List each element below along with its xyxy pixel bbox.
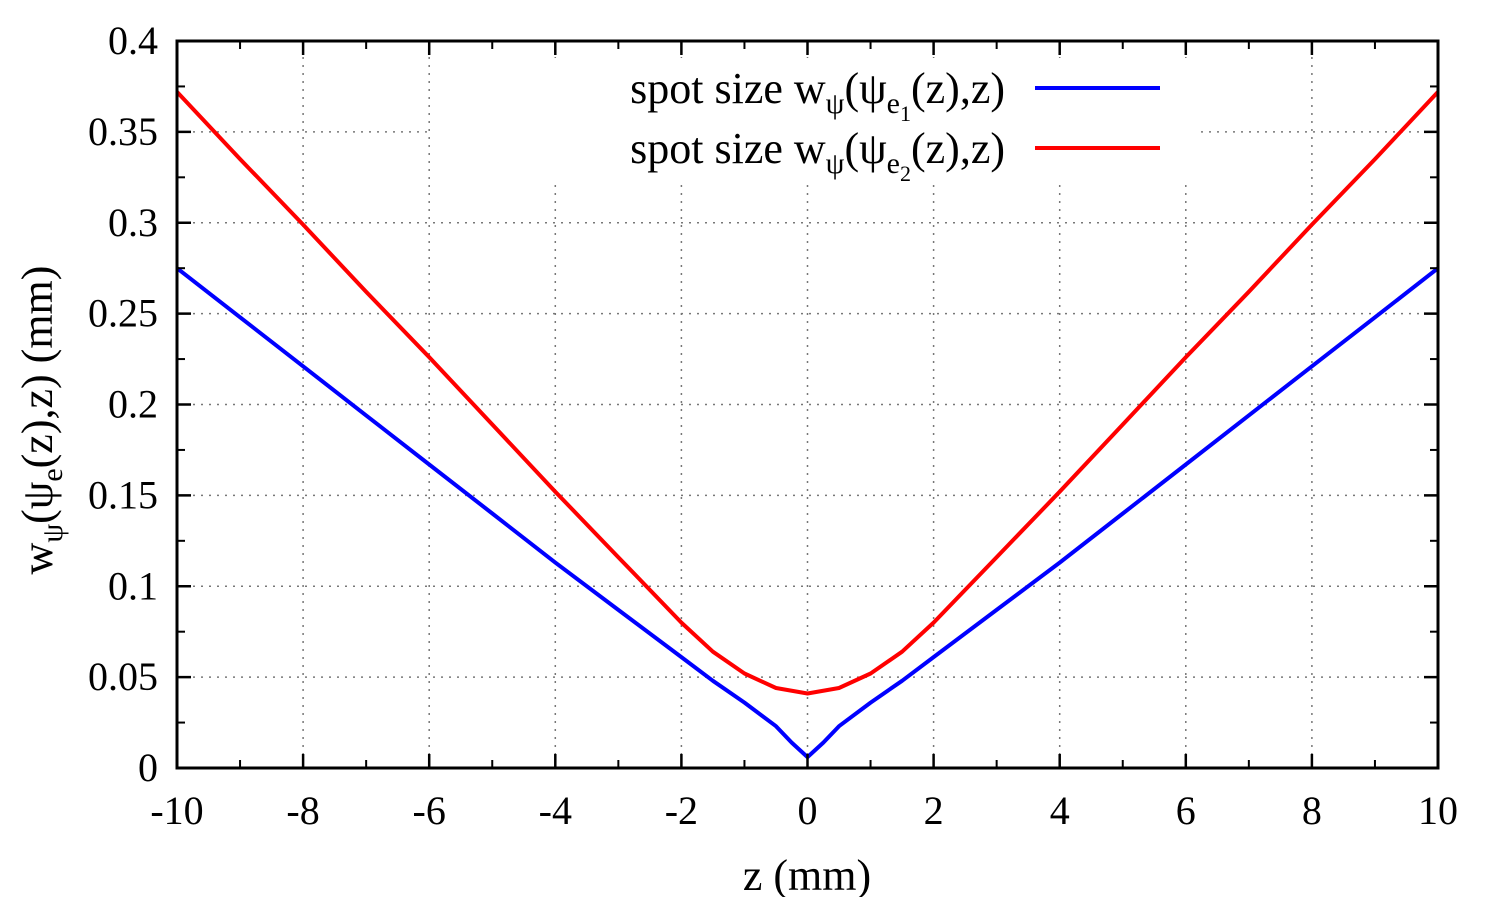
legend-background bbox=[430, 58, 1200, 180]
legend-1-sub-e: e bbox=[887, 87, 900, 120]
x-tick-label: 8 bbox=[1302, 788, 1322, 833]
legend-1-prefix: spot size w bbox=[630, 64, 826, 113]
legend-entry-1: spot size wψ(ψe1(z),z) bbox=[630, 64, 1160, 126]
x-axis-title: z (mm) bbox=[743, 851, 871, 897]
y-tick-label: 0.15 bbox=[88, 472, 158, 517]
y-tick-label: 0.4 bbox=[108, 18, 158, 63]
y-axis-title-sub-psi: ψ bbox=[36, 524, 69, 543]
x-tick-label: 2 bbox=[924, 788, 944, 833]
x-tick-label: 4 bbox=[1050, 788, 1070, 833]
legend-1-rest: (z),z) bbox=[911, 64, 1005, 113]
y-axis-title-sub-e: e bbox=[36, 468, 69, 481]
legend-2-rest: (z),z) bbox=[911, 124, 1005, 173]
x-tick-labels: -10 -8 -6 -4 -2 0 2 4 6 8 10 bbox=[150, 788, 1458, 833]
legend-1-psi: ψ bbox=[859, 64, 887, 113]
series-line-2 bbox=[175, 90, 1440, 696]
y-tick-label: 0.35 bbox=[88, 109, 158, 154]
legend-2-subsub: 2 bbox=[900, 161, 911, 186]
x-tick-label: 10 bbox=[1418, 788, 1458, 833]
legend: spot size wψ(ψe1(z),z) spot size wψ(ψe2(… bbox=[430, 58, 1200, 186]
legend-2-open: ( bbox=[844, 124, 859, 173]
legend-1-sub-psi: ψ bbox=[826, 87, 845, 120]
y-tick-label: 0.05 bbox=[88, 654, 158, 699]
y-tick-label: 0.1 bbox=[108, 563, 158, 608]
legend-entry-2: spot size wψ(ψe2(z),z) bbox=[630, 124, 1160, 186]
x-tick-label: -2 bbox=[665, 788, 698, 833]
x-tick-label: -8 bbox=[286, 788, 319, 833]
legend-2-prefix: spot size w bbox=[630, 124, 826, 173]
x-tick-label: 0 bbox=[798, 788, 818, 833]
y-tick-label: 0 bbox=[138, 745, 158, 790]
y-axis-title: wψ(ψe(z),z) (mm) bbox=[13, 266, 69, 575]
legend-1-open: ( bbox=[844, 64, 859, 113]
y-axis-title-base: w bbox=[13, 542, 62, 574]
legend-label-2: spot size wψ(ψe2(z),z) bbox=[630, 124, 1005, 186]
y-axis-title-rest: (z),z) (mm) bbox=[13, 266, 62, 469]
y-tick-label: 0.3 bbox=[108, 200, 158, 245]
y-tick-labels: 0 0.05 0.1 0.15 0.2 0.25 0.3 0.35 0.4 bbox=[88, 18, 158, 790]
legend-label-1: spot size wψ(ψe1(z),z) bbox=[630, 64, 1005, 126]
y-tick-label: 0.25 bbox=[88, 291, 158, 336]
y-tick-label: 0.2 bbox=[108, 382, 158, 427]
x-tick-label: -4 bbox=[539, 788, 572, 833]
y-axis-title-open: ( bbox=[13, 509, 62, 524]
legend-2-psi: ψ bbox=[859, 124, 887, 173]
legend-2-sub-psi: ψ bbox=[826, 147, 845, 180]
ticks bbox=[175, 39, 1440, 770]
y-axis-title-psi: ψ bbox=[13, 482, 62, 510]
legend-1-subsub: 1 bbox=[900, 101, 911, 126]
x-tick-label: -6 bbox=[413, 788, 446, 833]
x-tick-label: -10 bbox=[150, 788, 203, 833]
legend-2-sub-e: e bbox=[887, 147, 900, 180]
x-tick-label: 6 bbox=[1176, 788, 1196, 833]
